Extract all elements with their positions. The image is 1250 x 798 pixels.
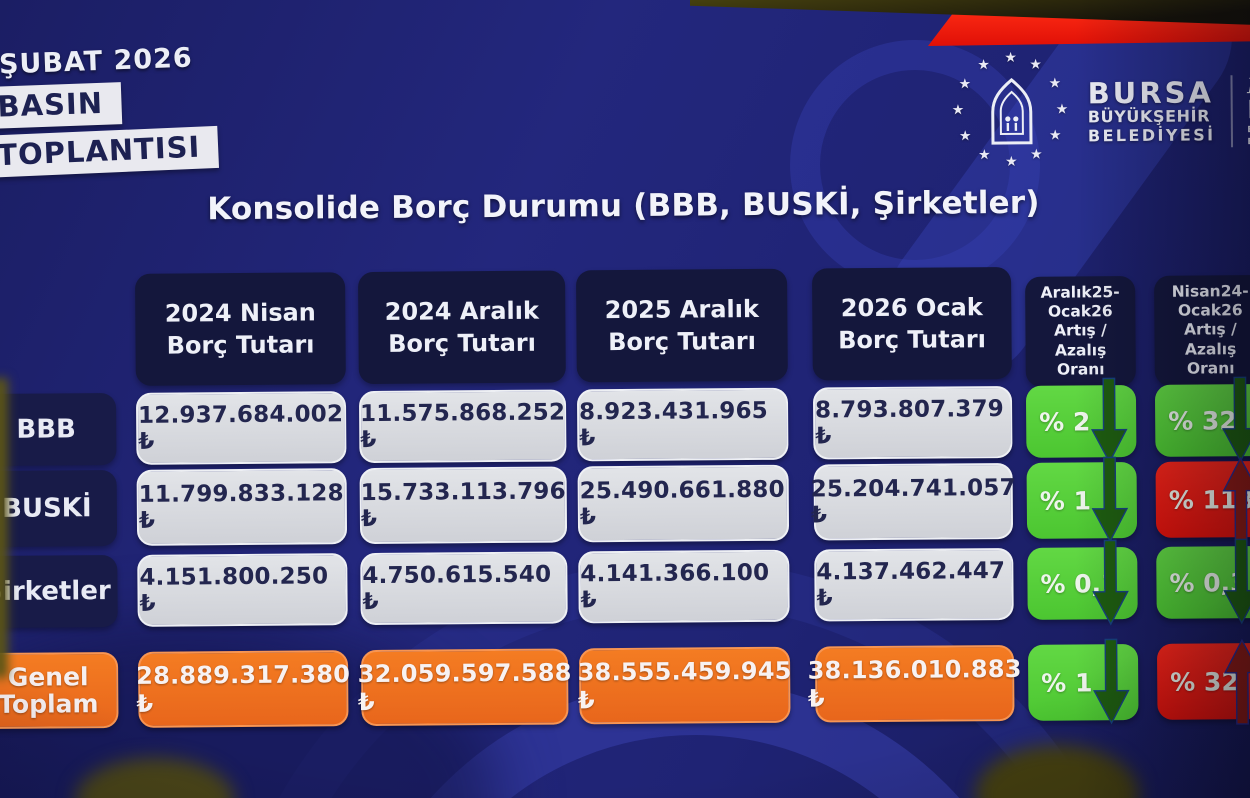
table-row: BUSKİ 11.799.833.128 ₺ 15.733.113.796 ₺ …: [0, 456, 1250, 548]
value-cell: 38.136.010.883 ₺: [808, 644, 1022, 723]
star-icon: ★: [958, 76, 972, 93]
percent-label: % 1: [1041, 667, 1093, 698]
percent-change-cell: % 113: [1155, 456, 1250, 543]
column-header: 2026 Ocak Borç Tutarı: [811, 266, 1012, 381]
municipality-name: BURSA BÜYÜKŞEHİR BELEDİYESİ: [1087, 75, 1216, 145]
column-header: 2024 Nisan Borç Tutarı: [135, 272, 346, 386]
table-row: Şirketler 4.151.800.250 ₺ 4.750.615.540 …: [0, 538, 1250, 629]
event-badge-line-basin: BASIN: [0, 82, 122, 130]
star-icon: ★: [977, 57, 991, 74]
percent-change-cell: % 32: [1154, 376, 1250, 463]
decrease-arrow-icon: [1092, 635, 1131, 729]
star-ring-icon: ★ ★ ★ ★ ★ ★ ★ ★ ★ ★ ★ ★: [945, 46, 1078, 179]
value-cell: 4.137.462.447 ₺: [814, 547, 1014, 622]
column-header: Aralık25-Ocak26 Artış / Azalış Oranı: [1025, 275, 1136, 387]
star-icon: ★: [1005, 153, 1018, 171]
percent-change-cell: % 1: [1027, 638, 1139, 725]
value-cell: 4.141.366.100 ₺: [578, 549, 790, 624]
event-badge: ŞUBAT 2026 BASIN TOPLANTISI: [0, 42, 221, 179]
event-date: ŞUBAT 2026: [0, 42, 194, 81]
column-header: 2024 Aralık Borç Tutarı: [357, 270, 566, 385]
percent-change-cell: % 2: [1025, 377, 1137, 464]
slide-title: Konsolide Borç Durumu (BBB, BUSKİ, Şirke…: [207, 184, 1040, 228]
value-cell: 25.490.661.880 ₺: [577, 464, 790, 543]
row-label: BBB: [0, 392, 117, 467]
logo-divider: [1230, 75, 1234, 148]
org-name-line1: BURSA: [1087, 75, 1215, 111]
value-cell: 11.575.868.252 ₺: [358, 389, 567, 464]
value-cell: 11.799.833.128 ₺: [136, 468, 348, 546]
table-header-row: 2024 Nisan Borç Tutarı 2024 Aralık Borç …: [0, 265, 1250, 387]
percent-change-cell: % 0,3: [1156, 538, 1250, 625]
decrease-arrow-icon: [1221, 375, 1250, 465]
star-icon: ★: [951, 102, 965, 119]
value-cell: 32.059.597.588 ₺: [358, 648, 572, 727]
value-cell: 4.750.615.540 ₺: [360, 551, 568, 626]
star-icon: ★: [1048, 75, 1062, 92]
event-badge-line-toplantisi: TOPLANTISI: [0, 125, 220, 179]
value-cell: 38.555.459.945 ₺: [578, 646, 792, 725]
increase-arrow-icon: [1223, 634, 1250, 728]
decrease-arrow-icon: [1090, 376, 1129, 466]
column-header: Nisan24-Ocak26 Artış / Azalış Oranı: [1154, 274, 1250, 386]
bursa-emblem-icon: [981, 77, 1042, 153]
row-label: Genel Toplam: [0, 651, 119, 730]
percent-change-cell: % 32: [1156, 638, 1250, 725]
value-cell: 28.889.317.380 ₺: [136, 650, 350, 728]
decrease-arrow-icon: [1090, 453, 1129, 547]
value-cell: 12.937.684.002 ₺: [135, 391, 347, 465]
value-cell: 8.793.807.379 ₺: [812, 385, 1013, 460]
star-icon: ★: [1055, 101, 1069, 118]
foreground-obstruction: [0, 378, 8, 678]
decrease-arrow-icon: [1091, 538, 1130, 628]
decrease-arrow-icon: [1222, 537, 1250, 627]
column-header: 2025 Aralık Borç Tutarı: [575, 268, 788, 383]
table-row: BBB 12.937.684.002 ₺ 11.575.868.252 ₺ 8.…: [0, 376, 1250, 467]
value-cell: 15.733.113.796 ₺: [359, 466, 568, 545]
star-icon: ★: [1029, 56, 1043, 73]
percent-label: % 1: [1039, 485, 1092, 516]
percent-label: % 2: [1039, 406, 1091, 437]
value-cell: 25.204.741.057 ₺: [811, 462, 1016, 541]
star-icon: ★: [958, 128, 972, 145]
table-total-row: Genel Toplam 28.889.317.380 ₺ 32.059.597…: [0, 638, 1250, 730]
value-cell: 4.151.800.250 ₺: [137, 553, 348, 627]
municipality-logo: ★ ★ ★ ★ ★ ★ ★ ★ ★ ★ ★ ★: [945, 44, 1250, 179]
percent-change-cell: % 1: [1026, 456, 1138, 543]
value-cell: 8.923.431.965 ₺: [576, 387, 789, 462]
star-icon: ★: [1048, 127, 1062, 144]
org-name-line2: BÜYÜKŞEHİR: [1087, 106, 1211, 127]
increase-arrow-icon: [1221, 452, 1250, 546]
org-name-line3: BELEDİYESİ: [1087, 124, 1216, 145]
percent-change-cell: % 0,1: [1027, 539, 1138, 626]
star-icon: ★: [1004, 49, 1017, 67]
row-label: BUSKİ: [0, 469, 118, 548]
row-label: Şirketler: [0, 554, 118, 629]
